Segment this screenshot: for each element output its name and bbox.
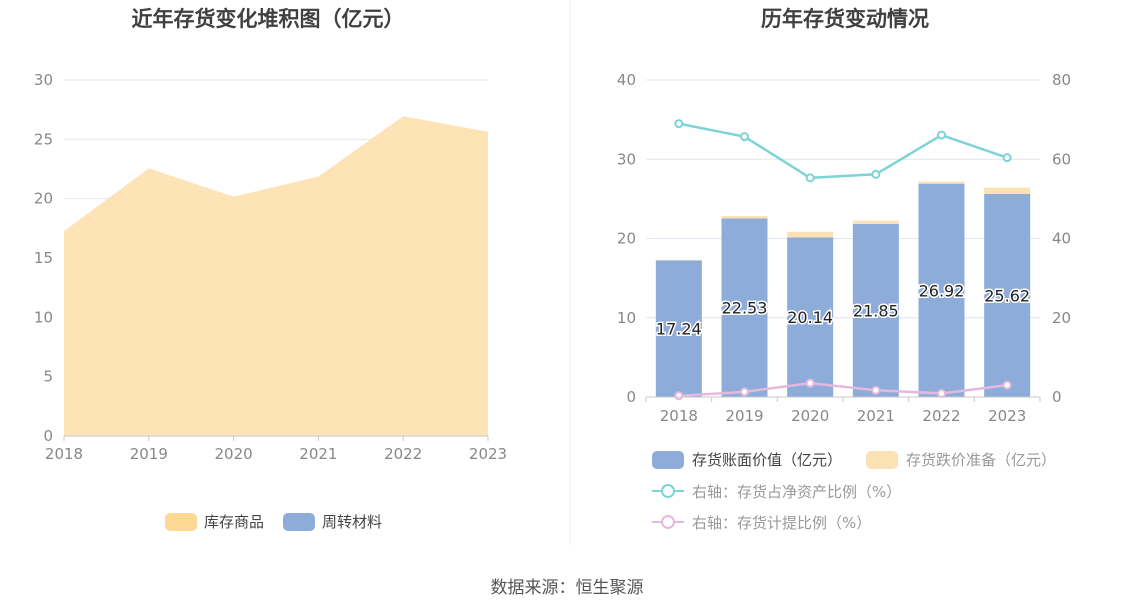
legend-swatch-turnover-materials xyxy=(283,513,315,531)
right-x-tick-label: 2018 xyxy=(660,407,698,425)
left-y-tick-label: 20 xyxy=(34,190,53,208)
legend-label-impairment: 存货跌价准备（亿元） xyxy=(906,451,1056,469)
left-x-axis: 2018 2019 2020 2021 2022 2023 xyxy=(45,435,507,463)
right-left-y-tick-label: 40 xyxy=(617,71,636,89)
left-x-tick-label: 2018 xyxy=(45,445,83,463)
line-ratio-net-assets-point xyxy=(937,130,946,140)
left-x-tick-label: 2022 xyxy=(384,445,422,463)
bar-impairment-reserve xyxy=(984,187,1031,194)
left-x-tick-label: 2021 xyxy=(299,445,337,463)
left-y-tick-label: 10 xyxy=(34,308,53,326)
left-legend: 库存商品 周转材料 xyxy=(165,513,382,531)
left-x-tick-label: 2019 xyxy=(130,445,168,463)
line-provision-ratio-point xyxy=(871,385,881,395)
legend-label-inventory-goods: 库存商品 xyxy=(204,513,264,531)
bar-value-label: 25.62 xyxy=(984,286,1030,305)
left-x-tick-label: 2020 xyxy=(215,445,253,463)
legend-swatch-impairment xyxy=(866,451,898,469)
line-ratio-net-assets xyxy=(678,122,1008,180)
left-area-layer xyxy=(64,116,488,436)
right-left-y-tick-label: 0 xyxy=(626,388,636,406)
right-x-axis: 2018 2019 2020 2021 2022 2023 xyxy=(645,396,1041,425)
right-chart-title: 历年存货变动情况 xyxy=(761,7,929,31)
line-provision-ratio xyxy=(678,381,1008,398)
right-grid xyxy=(646,79,1040,319)
legend-item-provision-ratio[interactable]: 右轴：存货计提比例（%） xyxy=(652,514,871,532)
left-y-tick-label: 0 xyxy=(43,427,53,445)
legend-marker-provision-ratio xyxy=(661,515,675,529)
bar-value-label: 26.92 xyxy=(919,281,965,300)
line-provision-ratio-point xyxy=(937,388,946,398)
legend-item-impairment[interactable]: 存货跌价准备（亿元） xyxy=(866,451,1056,469)
legend-label-turnover-materials: 周转材料 xyxy=(322,513,382,531)
right-left-y-axis: 0 10 20 30 40 xyxy=(617,71,636,406)
right-right-y-tick-label: 0 xyxy=(1052,388,1062,406)
bar-impairment-reserve xyxy=(852,220,899,224)
left-y-tick-label: 5 xyxy=(43,368,53,386)
right-line-layer xyxy=(674,119,1012,401)
right-left-y-tick-label: 10 xyxy=(617,309,636,327)
legend-label-provision-ratio: 右轴：存货计提比例（%） xyxy=(692,514,871,532)
bar-book-value xyxy=(852,223,899,397)
left-y-axis: 0 5 10 15 20 25 30 xyxy=(34,71,53,445)
legend-item-book-value[interactable]: 存货账面价值（亿元） xyxy=(652,451,842,469)
right-right-y-tick-label: 60 xyxy=(1052,150,1071,168)
bar-impairment-reserve xyxy=(918,181,965,184)
left-y-tick-label: 15 xyxy=(34,249,53,267)
legend-marker-ratio-net-assets xyxy=(661,484,675,498)
bar-impairment-reserve xyxy=(721,216,768,219)
left-x-tick-label: 2023 xyxy=(469,445,507,463)
right-bar-labels: 17.24 22.53 20.14 21.85 26.92 25.62 xyxy=(654,280,1031,340)
right-right-y-tick-label: 20 xyxy=(1052,309,1071,327)
right-x-tick-label: 2023 xyxy=(988,407,1026,425)
line-provision-ratio-point xyxy=(674,391,684,401)
right-x-tick-label: 2019 xyxy=(725,407,763,425)
line-ratio-net-assets-point xyxy=(1002,153,1012,163)
right-bar-layer xyxy=(655,181,1031,397)
line-provision-ratio-point xyxy=(1002,380,1012,390)
legend-item-turnover-materials[interactable]: 周转材料 xyxy=(283,513,382,531)
right-x-tick-label: 2020 xyxy=(791,407,829,425)
bar-value-label: 20.14 xyxy=(787,308,833,327)
bar-book-value xyxy=(984,193,1031,397)
bar-book-value xyxy=(787,237,834,397)
bar-value-label: 22.53 xyxy=(722,299,768,318)
bar-impairment-reserve xyxy=(787,231,834,238)
left-y-tick-label: 25 xyxy=(34,130,53,148)
right-left-y-tick-label: 20 xyxy=(617,230,636,248)
legend-label-ratio-net-assets: 右轴：存货占净资产比例（%） xyxy=(692,483,901,501)
right-left-y-tick-label: 30 xyxy=(617,150,636,168)
line-provision-ratio-point xyxy=(805,378,815,388)
right-right-y-tick-label: 40 xyxy=(1052,230,1071,248)
bar-value-label: 21.85 xyxy=(853,301,899,320)
legend-item-inventory-goods[interactable]: 库存商品 xyxy=(165,513,264,531)
line-provision-ratio-point xyxy=(740,387,749,397)
legend-swatch-book-value xyxy=(652,451,684,469)
bar-value-label: 17.24 xyxy=(656,320,702,339)
bar-book-value xyxy=(721,218,768,397)
right-x-tick-label: 2022 xyxy=(922,407,960,425)
legend-label-book-value: 存货账面价值（亿元） xyxy=(692,451,842,469)
legend-swatch-inventory-goods xyxy=(165,513,197,531)
line-ratio-net-assets-point xyxy=(674,119,684,129)
right-x-tick-label: 2021 xyxy=(857,407,895,425)
area-series-inventory-goods xyxy=(64,116,488,436)
left-y-tick-label: 30 xyxy=(34,71,53,89)
line-ratio-net-assets-point xyxy=(805,173,815,183)
right-legend: 存货账面价值（亿元） 存货跌价准备（亿元） 右轴：存货占净资产比例（%） 右轴：… xyxy=(652,451,1056,532)
legend-item-ratio-net-assets[interactable]: 右轴：存货占净资产比例（%） xyxy=(652,483,901,501)
line-ratio-net-assets-point xyxy=(871,169,881,179)
left-chart-title: 近年存货变化堆积图（亿元） xyxy=(132,7,405,31)
right-right-y-axis: 0 20 40 60 80 xyxy=(1052,71,1071,406)
bar-book-value xyxy=(918,183,965,397)
right-right-y-tick-label: 80 xyxy=(1052,71,1071,89)
line-ratio-net-assets-point xyxy=(740,132,749,142)
bar-book-value xyxy=(655,260,702,397)
data-source-note: 数据来源：恒生聚源 xyxy=(491,578,644,598)
